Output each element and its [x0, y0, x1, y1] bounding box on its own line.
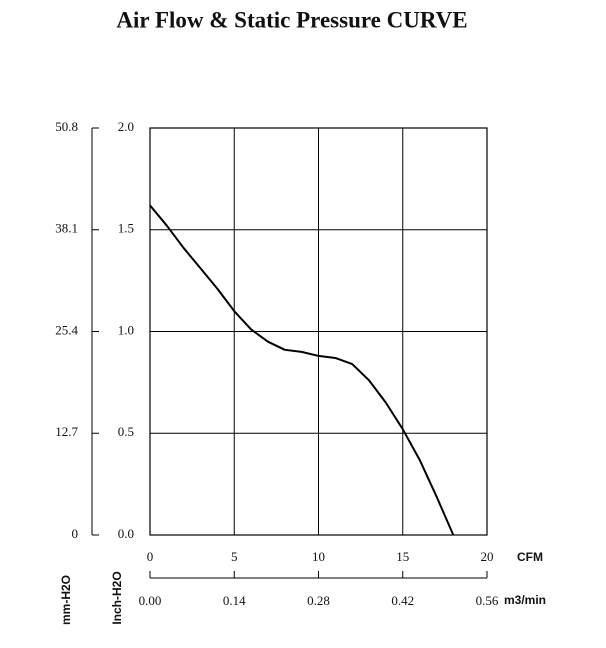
x2-tick-label: 0.00 — [139, 593, 162, 608]
y-tick-label: 1.5 — [118, 221, 134, 236]
x2-axis-label: m3/min — [504, 593, 546, 607]
y-tick-label: 0.5 — [118, 424, 134, 439]
x2-tick-label: 0.56 — [476, 593, 499, 608]
y-tick-label: 1.0 — [118, 322, 134, 337]
chart-title: Air Flow & Static Pressure CURVE — [116, 7, 467, 32]
y2-tick-label: 12.7 — [55, 424, 78, 439]
y2-tick-label: 0 — [72, 526, 79, 541]
y-tick-label: 2.0 — [118, 119, 134, 134]
x-tick-label: 20 — [481, 549, 494, 564]
x-tick-label: 10 — [312, 549, 325, 564]
x2-tick-label: 0.14 — [223, 593, 246, 608]
y-axis-label: Inch-H2O — [110, 571, 124, 624]
x-axis-label: CFM — [517, 550, 543, 564]
y2-tick-label: 38.1 — [55, 221, 78, 236]
y2-tick-label: 50.8 — [55, 119, 78, 134]
x2-tick-label: 0.28 — [307, 593, 330, 608]
y2-tick-label: 25.4 — [55, 322, 78, 337]
x-tick-label: 15 — [396, 549, 409, 564]
x-tick-label: 0 — [147, 549, 154, 564]
x-tick-label: 5 — [231, 549, 238, 564]
x2-tick-label: 0.42 — [391, 593, 414, 608]
y2-axis-label: mm-H2O — [59, 575, 73, 625]
curve — [149, 204, 455, 536]
y-tick-label: 0.0 — [118, 526, 134, 541]
